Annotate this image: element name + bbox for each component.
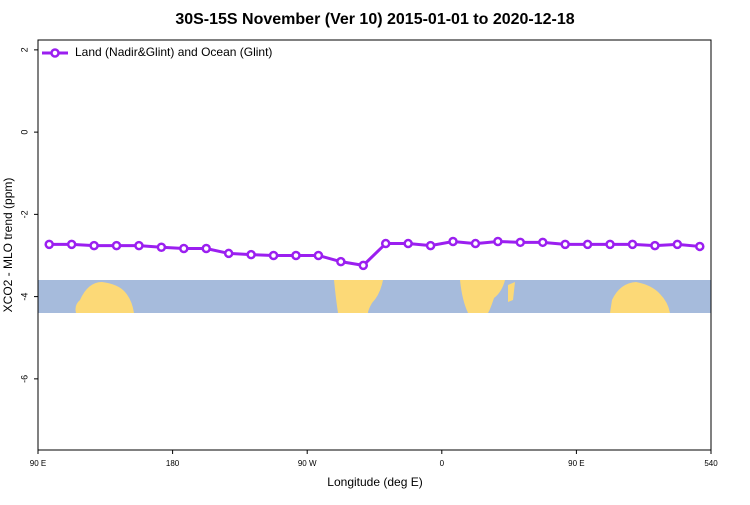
data-point	[223, 248, 234, 259]
data-point	[246, 249, 256, 260]
data-point	[627, 239, 638, 250]
data-point	[380, 238, 391, 249]
x-tick-label: 90 E	[30, 459, 46, 468]
x-tick-label: 540	[704, 459, 718, 468]
data-point	[425, 240, 436, 251]
data-point	[538, 237, 548, 248]
data-point	[313, 250, 324, 261]
data-point	[291, 250, 301, 261]
data-point	[201, 243, 211, 254]
x-tick-label: 90 W	[298, 459, 317, 468]
y-tick-label: 0	[19, 130, 29, 135]
series-line	[49, 239, 700, 267]
data-point	[650, 240, 660, 251]
data-point	[336, 256, 346, 267]
data-point	[44, 239, 54, 250]
data-point	[156, 242, 167, 253]
x-tick-label: 0	[440, 459, 445, 468]
x-axis-label: Longitude (deg E)	[327, 475, 422, 489]
y-tick-label: 2	[19, 47, 29, 52]
data-point	[179, 243, 189, 254]
y-tick-label: -6	[19, 375, 29, 383]
data-point	[403, 238, 413, 249]
data-point	[134, 240, 144, 251]
data-point	[470, 238, 481, 249]
legend-marker	[50, 48, 60, 58]
map-strip	[38, 280, 711, 313]
data-point	[358, 260, 369, 271]
x-tick-label: 180	[166, 459, 180, 468]
data-point	[515, 237, 526, 248]
data-point	[560, 239, 570, 250]
data-point	[605, 239, 615, 250]
data-point	[268, 250, 279, 261]
data-point	[672, 239, 683, 250]
chart-title: 30S-15S November (Ver 10) 2015-01-01 to …	[175, 11, 574, 28]
data-point	[111, 240, 122, 251]
data-point	[448, 236, 458, 247]
x-tick-label: 90 E	[568, 459, 584, 468]
data-point	[66, 239, 77, 250]
data-point	[582, 239, 593, 250]
data-point	[89, 240, 99, 251]
legend-label: Land (Nadir&Glint) and Ocean (Glint)	[75, 45, 272, 59]
data-point	[493, 236, 503, 247]
y-axis-label: XCO2 - MLO trend (ppm)	[1, 178, 15, 313]
data-point	[695, 241, 705, 252]
plot-frame	[37, 39, 712, 451]
y-tick-label: -4	[19, 293, 29, 301]
y-tick-label: -2	[19, 210, 29, 218]
